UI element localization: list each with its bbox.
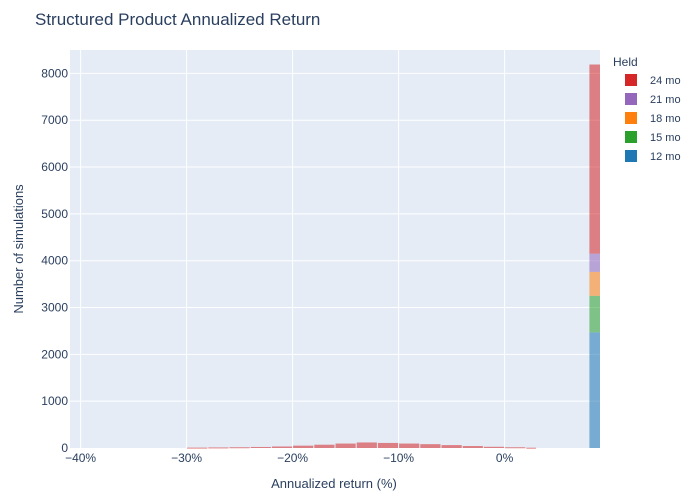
y-tick-label: 6000 (41, 160, 68, 174)
bar-loss-24mo (187, 447, 208, 449)
legend-title: Held (613, 55, 638, 69)
y-tick-label: 3000 (41, 301, 68, 315)
bar-loss-24mo (229, 447, 250, 449)
y-tick-label: 2000 (41, 347, 68, 361)
x-tick-label: −10% (383, 451, 414, 465)
bar-autocall-24mo (589, 64, 600, 254)
bar-autocall-21mo (589, 253, 600, 272)
y-tick-label: 4000 (41, 254, 68, 268)
bar-loss-24mo (505, 447, 526, 449)
chart-title: Structured Product Annualized Return (35, 10, 320, 29)
legend-label: 24 mo (650, 75, 681, 87)
bar-loss-24mo (271, 446, 293, 448)
x-tick-label: −30% (171, 451, 202, 465)
legend-swatch (625, 74, 637, 86)
y-tick-label: 7000 (41, 113, 68, 127)
legend-swatch (625, 131, 637, 143)
bar-loss-24mo (314, 444, 335, 448)
legend: 24 mo 21 mo 18 mo 15 mo 12 mo (625, 74, 681, 163)
bars (187, 64, 600, 449)
y-axis-title: Number of simulations (11, 184, 26, 314)
y-tick-labels: 0 1000 2000 3000 4000 5000 6000 7000 8000 (41, 66, 68, 455)
bar-loss-24mo (250, 446, 271, 448)
bar-loss-24mo (208, 447, 229, 449)
bar-autocall-18mo (589, 271, 600, 296)
y-tick-label: 0 (61, 441, 68, 455)
bar-loss-24mo (483, 446, 505, 448)
legend-label: 15 mo (650, 132, 681, 144)
bar-loss-24mo (377, 442, 399, 448)
legend-label: 12 mo (650, 151, 681, 163)
bar-loss-24mo (420, 444, 441, 448)
bar-loss-24mo (441, 445, 462, 448)
y-tick-label: 1000 (41, 394, 68, 408)
bar-loss-24mo (335, 443, 356, 448)
x-tick-label: −40% (65, 451, 96, 465)
y-tick-label: 8000 (41, 66, 68, 80)
x-axis-title: Annualized return (%) (271, 476, 397, 491)
legend-swatch (625, 112, 637, 124)
legend-label: 18 mo (650, 113, 681, 125)
bar-loss-24mo (293, 445, 314, 448)
bar-loss-24mo (526, 447, 536, 449)
bar-loss-24mo (399, 443, 420, 448)
bar-loss-24mo (356, 442, 377, 448)
gridlines (70, 50, 600, 448)
legend-label: 21 mo (650, 94, 681, 106)
legend-swatch (625, 93, 637, 105)
x-tick-labels: −40% −30% −20% −10% 0% (65, 451, 514, 465)
x-tick-label: −20% (277, 451, 308, 465)
x-tick-label: 0% (496, 451, 514, 465)
y-tick-label: 5000 (41, 207, 68, 221)
bar-loss-24mo (462, 446, 483, 448)
legend-swatch (625, 150, 637, 162)
bar-autocall-12mo (589, 332, 600, 448)
plot-area (70, 50, 600, 448)
bar-autocall-15mo (589, 295, 600, 333)
